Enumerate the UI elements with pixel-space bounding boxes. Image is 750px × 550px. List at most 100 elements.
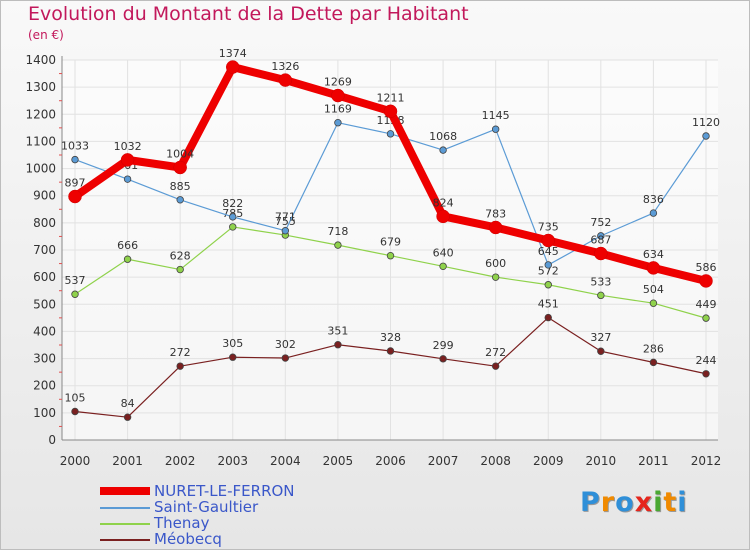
data-point-thenay: [176, 265, 184, 274]
x-tick-label: 2001: [112, 454, 143, 468]
x-tick-label: 2004: [270, 454, 301, 468]
data-label-meobecq: 302: [275, 338, 296, 351]
data-point-meobecq: [386, 347, 395, 355]
data-point-saint-gaultier: [71, 155, 79, 164]
data-label-meobecq: 286: [643, 342, 664, 355]
data-point-meobecq: [229, 353, 237, 361]
legend-swatch-thenay: [100, 523, 150, 525]
data-point-saint-gaultier: [334, 118, 342, 127]
y-tick-label: 100: [33, 406, 56, 420]
data-label-nuret: 1032: [114, 140, 142, 153]
data-label-meobecq: 451: [538, 298, 559, 311]
y-tick-label: 1200: [25, 107, 56, 121]
data-point-meobecq: [491, 362, 500, 370]
data-point-meobecq: [334, 341, 342, 349]
data-label-saint-gaultier: 885: [170, 180, 191, 193]
x-tick-label: 2003: [217, 454, 248, 468]
data-label-nuret: 1211: [377, 91, 405, 104]
data-label-saint-gaultier: 836: [643, 193, 664, 206]
data-point-thenay: [334, 241, 342, 249]
data-point-nuret: [226, 60, 240, 74]
data-label-nuret: 634: [643, 248, 664, 261]
data-label-meobecq: 244: [696, 354, 717, 367]
data-label-meobecq: 272: [170, 346, 191, 359]
x-tick-label: 2010: [586, 454, 617, 468]
data-point-meobecq: [176, 362, 184, 370]
data-label-saint-gaultier: 645: [538, 245, 559, 258]
data-label-meobecq: 351: [327, 325, 348, 338]
data-label-meobecq: 305: [222, 337, 243, 350]
logo-letter: P: [580, 487, 601, 518]
logo-letter: o: [615, 487, 635, 518]
data-point-meobecq: [123, 413, 132, 421]
data-point-saint-gaultier: [649, 209, 658, 217]
y-tick-label: 500: [33, 297, 56, 311]
data-point-nuret: [68, 189, 82, 204]
x-tick-label: 2011: [638, 454, 669, 468]
legend-swatch-meobecq: [100, 539, 150, 541]
data-label-thenay: 572: [538, 265, 559, 278]
data-point-thenay: [71, 290, 79, 298]
data-label-meobecq: 299: [433, 339, 454, 352]
data-point-saint-gaultier: [702, 132, 710, 140]
x-tick-label: 2006: [375, 454, 406, 468]
data-point-thenay: [544, 281, 552, 289]
y-tick-label: 1000: [25, 162, 56, 176]
x-tick-label: 2008: [480, 454, 511, 468]
data-label-meobecq: 84: [121, 397, 135, 410]
logo-letter: i: [677, 487, 688, 518]
y-tick-label: 300: [33, 352, 56, 366]
x-tick-label: 2012: [691, 454, 722, 468]
data-point-thenay: [597, 291, 605, 300]
legend-label-saint-gaultier: Saint-Gaultier: [154, 498, 259, 516]
data-label-nuret: 1374: [219, 47, 247, 60]
data-label-thenay: 679: [380, 236, 401, 249]
data-label-nuret: 1269: [324, 76, 352, 89]
legend-swatch-saint-gaultier: [100, 507, 150, 509]
data-point-nuret: [173, 160, 187, 175]
logo-letter: t: [663, 487, 678, 518]
data-point-thenay: [649, 299, 658, 307]
y-tick-label: 700: [33, 243, 56, 257]
data-point-meobecq: [597, 347, 605, 355]
data-label-thenay: 666: [117, 239, 138, 252]
x-tick-label: 2002: [165, 454, 196, 468]
data-point-meobecq: [439, 355, 447, 363]
data-label-thenay: 628: [170, 250, 191, 263]
data-point-nuret: [331, 88, 345, 103]
data-label-saint-gaultier: 1145: [482, 109, 510, 122]
data-label-nuret: 1326: [271, 60, 299, 73]
proxiti-logo: Proxiti: [580, 487, 688, 518]
data-label-thenay: 755: [275, 215, 296, 228]
data-point-saint-gaultier: [439, 146, 447, 154]
data-label-saint-gaultier: 1120: [692, 116, 720, 129]
data-point-thenay: [491, 273, 500, 281]
data-point-nuret: [541, 233, 555, 248]
data-label-thenay: 449: [696, 298, 717, 311]
data-point-meobecq: [649, 358, 658, 367]
y-tick-label: 1400: [25, 53, 56, 67]
data-label-saint-gaultier: 1033: [61, 140, 89, 153]
data-label-thenay: 533: [590, 275, 611, 288]
data-point-nuret: [699, 274, 713, 288]
data-point-saint-gaultier: [491, 125, 500, 133]
data-label-saint-gaultier: 822: [222, 197, 243, 210]
data-point-meobecq: [281, 354, 290, 362]
data-label-thenay: 504: [643, 283, 664, 296]
data-label-meobecq: 105: [65, 392, 86, 405]
logo-letter: i: [653, 487, 664, 518]
data-point-nuret: [594, 246, 608, 261]
data-point-saint-gaultier: [281, 227, 290, 235]
data-point-saint-gaultier: [597, 232, 605, 240]
data-label-nuret: 783: [485, 207, 506, 220]
data-label-thenay: 718: [327, 225, 348, 238]
data-label-thenay: 640: [433, 246, 454, 259]
y-tick-label: 0: [48, 433, 56, 447]
data-point-nuret: [120, 153, 135, 167]
data-point-saint-gaultier: [176, 196, 184, 204]
data-point-saint-gaultier: [229, 213, 237, 221]
data-label-meobecq: 327: [590, 331, 611, 344]
data-label-nuret: 586: [696, 261, 717, 274]
y-tick-label: 600: [33, 270, 56, 284]
y-tick-label: 800: [33, 216, 56, 230]
